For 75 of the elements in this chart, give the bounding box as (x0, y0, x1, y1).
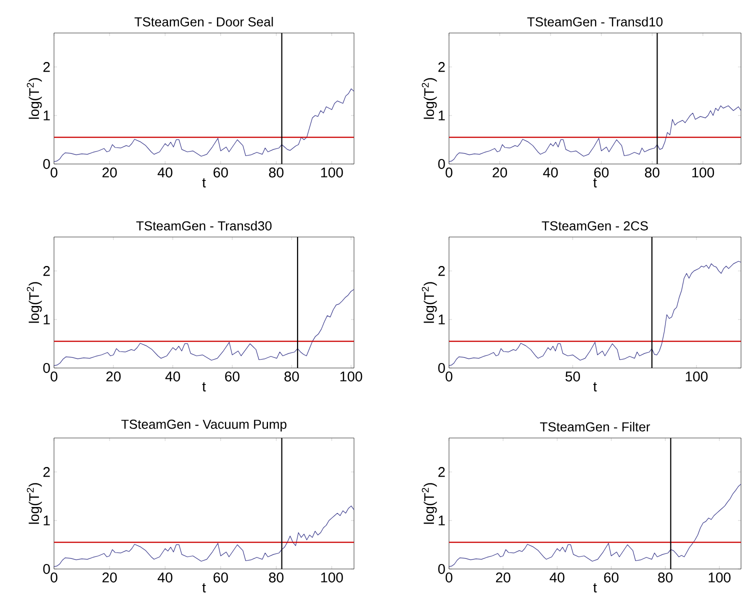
y-axis-title: log(T$^{2}$) (422, 78, 437, 119)
x-tick-label: 100 (686, 372, 708, 382)
chart-title: TSteamGen - Vacuum Pump (121, 420, 286, 432)
y-tick-label: 1 (438, 110, 445, 120)
y-tick-label: 1 (44, 110, 50, 120)
y-tick-label: 2 (43, 266, 50, 276)
y-axis-title: log(T$^{2}$) (422, 483, 437, 524)
y-tick-label: 1 (44, 516, 50, 526)
x-tick-label: 50 (566, 372, 580, 382)
x-tick-label: 40 (165, 372, 180, 382)
y-tick-label: 1 (438, 314, 445, 324)
x-tick-label: 0 (446, 372, 452, 382)
x-tick-label: 0 (50, 372, 58, 382)
line-series (449, 260, 742, 366)
chart-title: TSteamGen - 2CS (542, 221, 648, 230)
chart-title: TSteamGen - Door Seal (134, 16, 273, 26)
y-axis-title: log(T$^{2}$) (422, 282, 437, 323)
y-axis-title: log(T$^{2}$) (26, 483, 42, 524)
x-axis-title: t (202, 382, 206, 392)
x-tick-label: 60 (225, 372, 240, 382)
x-axis-title: t (593, 583, 597, 592)
x-tick-label: 60 (214, 572, 228, 582)
x-axis-title: t (202, 178, 206, 188)
x-axis-title: t (202, 583, 206, 592)
x-axis-title: t (593, 382, 597, 392)
x-tick-label: 0 (50, 572, 58, 582)
y-tick-label: 2 (438, 467, 445, 477)
y-tick-label: 2 (43, 62, 50, 72)
y-tick-label: 0 (438, 363, 445, 373)
x-tick-label: 0 (50, 168, 58, 178)
x-tick-label: 100 (321, 168, 343, 178)
y-tick-label: 0 (438, 564, 445, 574)
y-tick-label: 2 (438, 266, 445, 276)
x-tick-label: 0 (446, 168, 452, 178)
x-tick-label: 40 (158, 572, 172, 582)
y-tick-label: 0 (43, 159, 50, 169)
x-tick-label: 20 (102, 572, 117, 582)
y-tick-label: 0 (43, 564, 50, 574)
y-tick-label: 2 (438, 62, 445, 72)
x-tick-label: 80 (269, 168, 284, 178)
y-tick-label: 0 (43, 363, 50, 373)
x-tick-label: 100 (340, 372, 362, 382)
y-axis-title: log(T$^{2}$) (26, 78, 42, 119)
line-series (54, 88, 354, 162)
chart-title: TSteamGen - Filter (540, 422, 650, 432)
x-tick-label: 40 (543, 168, 558, 178)
x-tick-label: 0 (446, 572, 452, 582)
x-tick-label: 60 (594, 168, 609, 178)
line-series (449, 105, 741, 162)
x-tick-label: 100 (321, 572, 343, 582)
x-tick-label: 80 (644, 168, 660, 178)
x-tick-label: 20 (102, 168, 117, 178)
line-series (54, 506, 354, 567)
line-series (449, 484, 742, 567)
x-tick-label: 100 (708, 572, 731, 582)
x-tick-label: 100 (692, 168, 714, 178)
x-tick-label: 20 (496, 572, 510, 582)
y-axis-title: log(T$^{2}$) (26, 282, 42, 323)
x-tick-label: 60 (214, 168, 228, 178)
x-tick-label: 40 (550, 572, 564, 582)
y-tick-label: 1 (438, 516, 445, 526)
x-axis-title: t (593, 178, 597, 188)
y-tick-label: 1 (44, 314, 50, 324)
chart-title: TSteamGen - Transd30 (136, 220, 272, 230)
y-tick-label: 0 (438, 159, 445, 169)
x-tick-label: 80 (284, 372, 299, 382)
x-tick-label: 40 (158, 168, 172, 178)
x-tick-label: 80 (658, 572, 673, 582)
x-tick-label: 20 (106, 372, 121, 382)
x-tick-label: 80 (269, 572, 284, 582)
chart-title: TSteamGen - Transd10 (527, 16, 663, 26)
line-series (54, 289, 354, 366)
x-tick-label: 60 (604, 572, 618, 582)
x-tick-label: 20 (492, 168, 508, 178)
y-tick-label: 2 (43, 467, 50, 477)
